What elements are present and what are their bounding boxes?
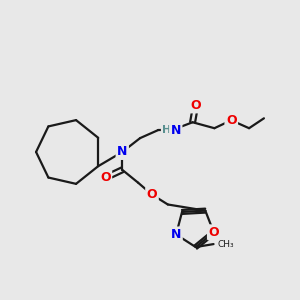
Text: O: O — [190, 99, 201, 112]
Text: H: H — [162, 125, 172, 135]
Text: O: O — [226, 114, 237, 127]
Text: N: N — [171, 228, 181, 241]
Text: N: N — [171, 124, 181, 137]
Text: N: N — [117, 146, 128, 158]
Text: O: O — [147, 188, 157, 201]
Text: O: O — [208, 226, 219, 239]
Text: O: O — [100, 171, 111, 184]
Text: CH₃: CH₃ — [218, 240, 234, 249]
